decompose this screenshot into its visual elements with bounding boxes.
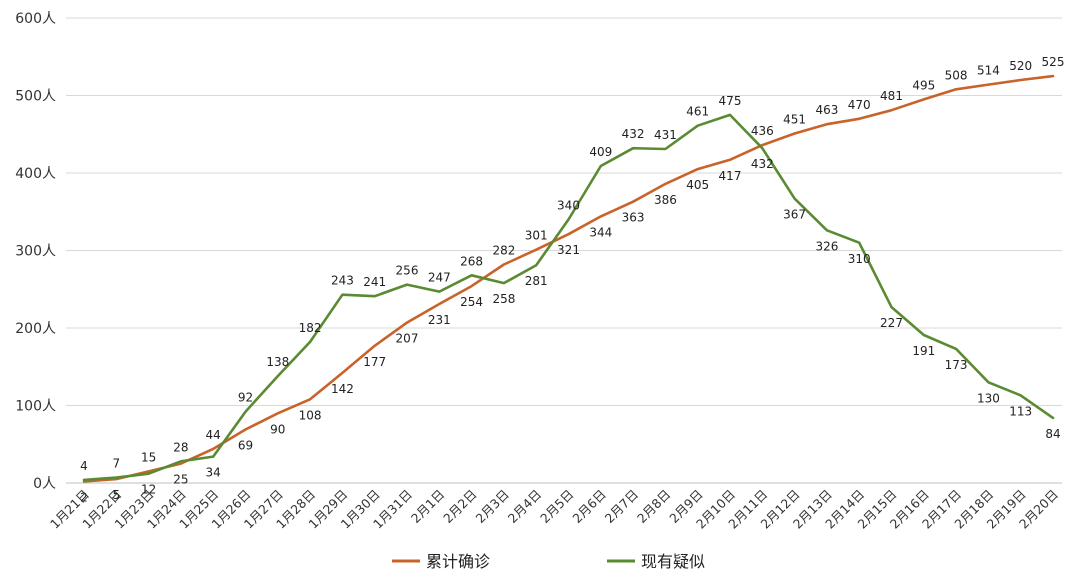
data-label-0: 5	[112, 488, 120, 502]
series-line-1	[84, 115, 1053, 480]
x-tick-label: 2月6日	[569, 487, 609, 527]
data-label-1: 173	[945, 358, 968, 372]
data-label-1: 409	[589, 145, 612, 159]
x-tick-label: 2月3日	[472, 487, 512, 527]
data-label-0: 463	[815, 103, 838, 117]
data-label-1: 227	[880, 316, 903, 330]
data-label-1: 243	[331, 274, 354, 288]
data-label-1: 92	[238, 391, 253, 405]
data-label-0: 470	[848, 98, 871, 112]
data-label-1: 281	[525, 274, 548, 288]
data-label-1: 367	[783, 208, 806, 222]
data-label-0: 254	[460, 295, 483, 309]
data-label-0: 508	[945, 68, 968, 82]
data-label-0: 44	[206, 428, 221, 442]
data-label-0: 108	[299, 408, 322, 422]
data-label-0: 495	[912, 78, 935, 92]
data-label-1: 241	[363, 275, 386, 289]
data-label-1: 461	[686, 105, 709, 119]
data-label-1: 247	[428, 271, 451, 285]
data-label-1: 182	[299, 321, 322, 335]
legend: 累计确诊 现有疑似	[392, 552, 705, 571]
data-label-0: 207	[396, 332, 419, 346]
y-tick-label: 500人	[15, 89, 56, 105]
x-tick-label: 2月8日	[634, 487, 674, 527]
data-label-0: 69	[238, 439, 253, 453]
data-label-0: 525	[1042, 55, 1065, 69]
data-label-1: 432	[622, 127, 645, 141]
data-label-1: 138	[266, 355, 289, 369]
x-tick-label: 2月2日	[440, 487, 480, 527]
data-label-0: 451	[783, 112, 806, 126]
data-label-1: 113	[1009, 404, 1032, 418]
data-label-0: 405	[686, 178, 709, 192]
data-label-0: 481	[880, 89, 903, 103]
y-tick-label: 200人	[15, 321, 56, 337]
data-label-1: 256	[396, 264, 419, 278]
data-label-1: 310	[848, 252, 871, 266]
data-label-1: 7	[112, 457, 120, 471]
data-label-0: 514	[977, 64, 1000, 78]
data-label-1: 12	[141, 483, 156, 497]
data-label-1: 431	[654, 128, 677, 142]
series-layer	[84, 76, 1053, 481]
data-label-1: 4	[80, 459, 88, 473]
data-label-0: 520	[1009, 59, 1032, 73]
data-label-1: 475	[719, 94, 742, 108]
data-label-0: 90	[270, 422, 285, 436]
data-label-0: 15	[141, 450, 156, 464]
data-label-0: 177	[363, 355, 386, 369]
y-tick-label: 600人	[15, 11, 56, 27]
data-label-1: 432	[751, 157, 774, 171]
y-tick-label: 300人	[15, 244, 56, 260]
y-tick-label: 100人	[15, 399, 56, 415]
data-label-0: 142	[331, 382, 354, 396]
data-label-0: 2	[80, 490, 88, 504]
y-axis: 0人 100人 200人 300人 400人 500人 600人	[15, 11, 56, 492]
data-label-0: 321	[557, 243, 580, 257]
x-axis: 1月21日1月22日1月23日1月24日1月25日1月26日1月27日1月28日…	[47, 487, 1061, 532]
data-label-1: 28	[173, 440, 188, 454]
x-tick-label: 2月4日	[505, 487, 545, 527]
data-label-0: 417	[719, 169, 742, 183]
series-line-0	[84, 76, 1053, 481]
y-tick-label: 0人	[33, 476, 56, 492]
data-label-0: 282	[492, 243, 515, 257]
data-label-0: 436	[751, 124, 774, 138]
legend-label-0: 累计确诊	[426, 552, 490, 571]
x-tick-label: 2月5日	[537, 487, 577, 527]
data-label-1: 34	[206, 466, 221, 480]
data-label-0: 386	[654, 193, 677, 207]
legend-label-1: 现有疑似	[641, 552, 705, 571]
data-label-0: 25	[173, 473, 188, 487]
data-label-1: 268	[460, 254, 483, 268]
data-label-1: 258	[492, 292, 515, 306]
data-label-0: 231	[428, 313, 451, 327]
data-label-0: 363	[622, 211, 645, 225]
data-label-1: 326	[815, 239, 838, 253]
data-points	[84, 76, 1053, 482]
data-label-0: 344	[589, 225, 612, 239]
data-label-1: 340	[557, 199, 580, 213]
x-tick-label: 2月1日	[408, 487, 448, 527]
data-label-1: 191	[912, 344, 935, 358]
data-label-1: 84	[1045, 427, 1060, 441]
data-label-1: 130	[977, 391, 1000, 405]
data-label-0: 301	[525, 229, 548, 243]
y-tick-label: 400人	[15, 166, 56, 182]
x-tick-label: 2月7日	[602, 487, 642, 527]
